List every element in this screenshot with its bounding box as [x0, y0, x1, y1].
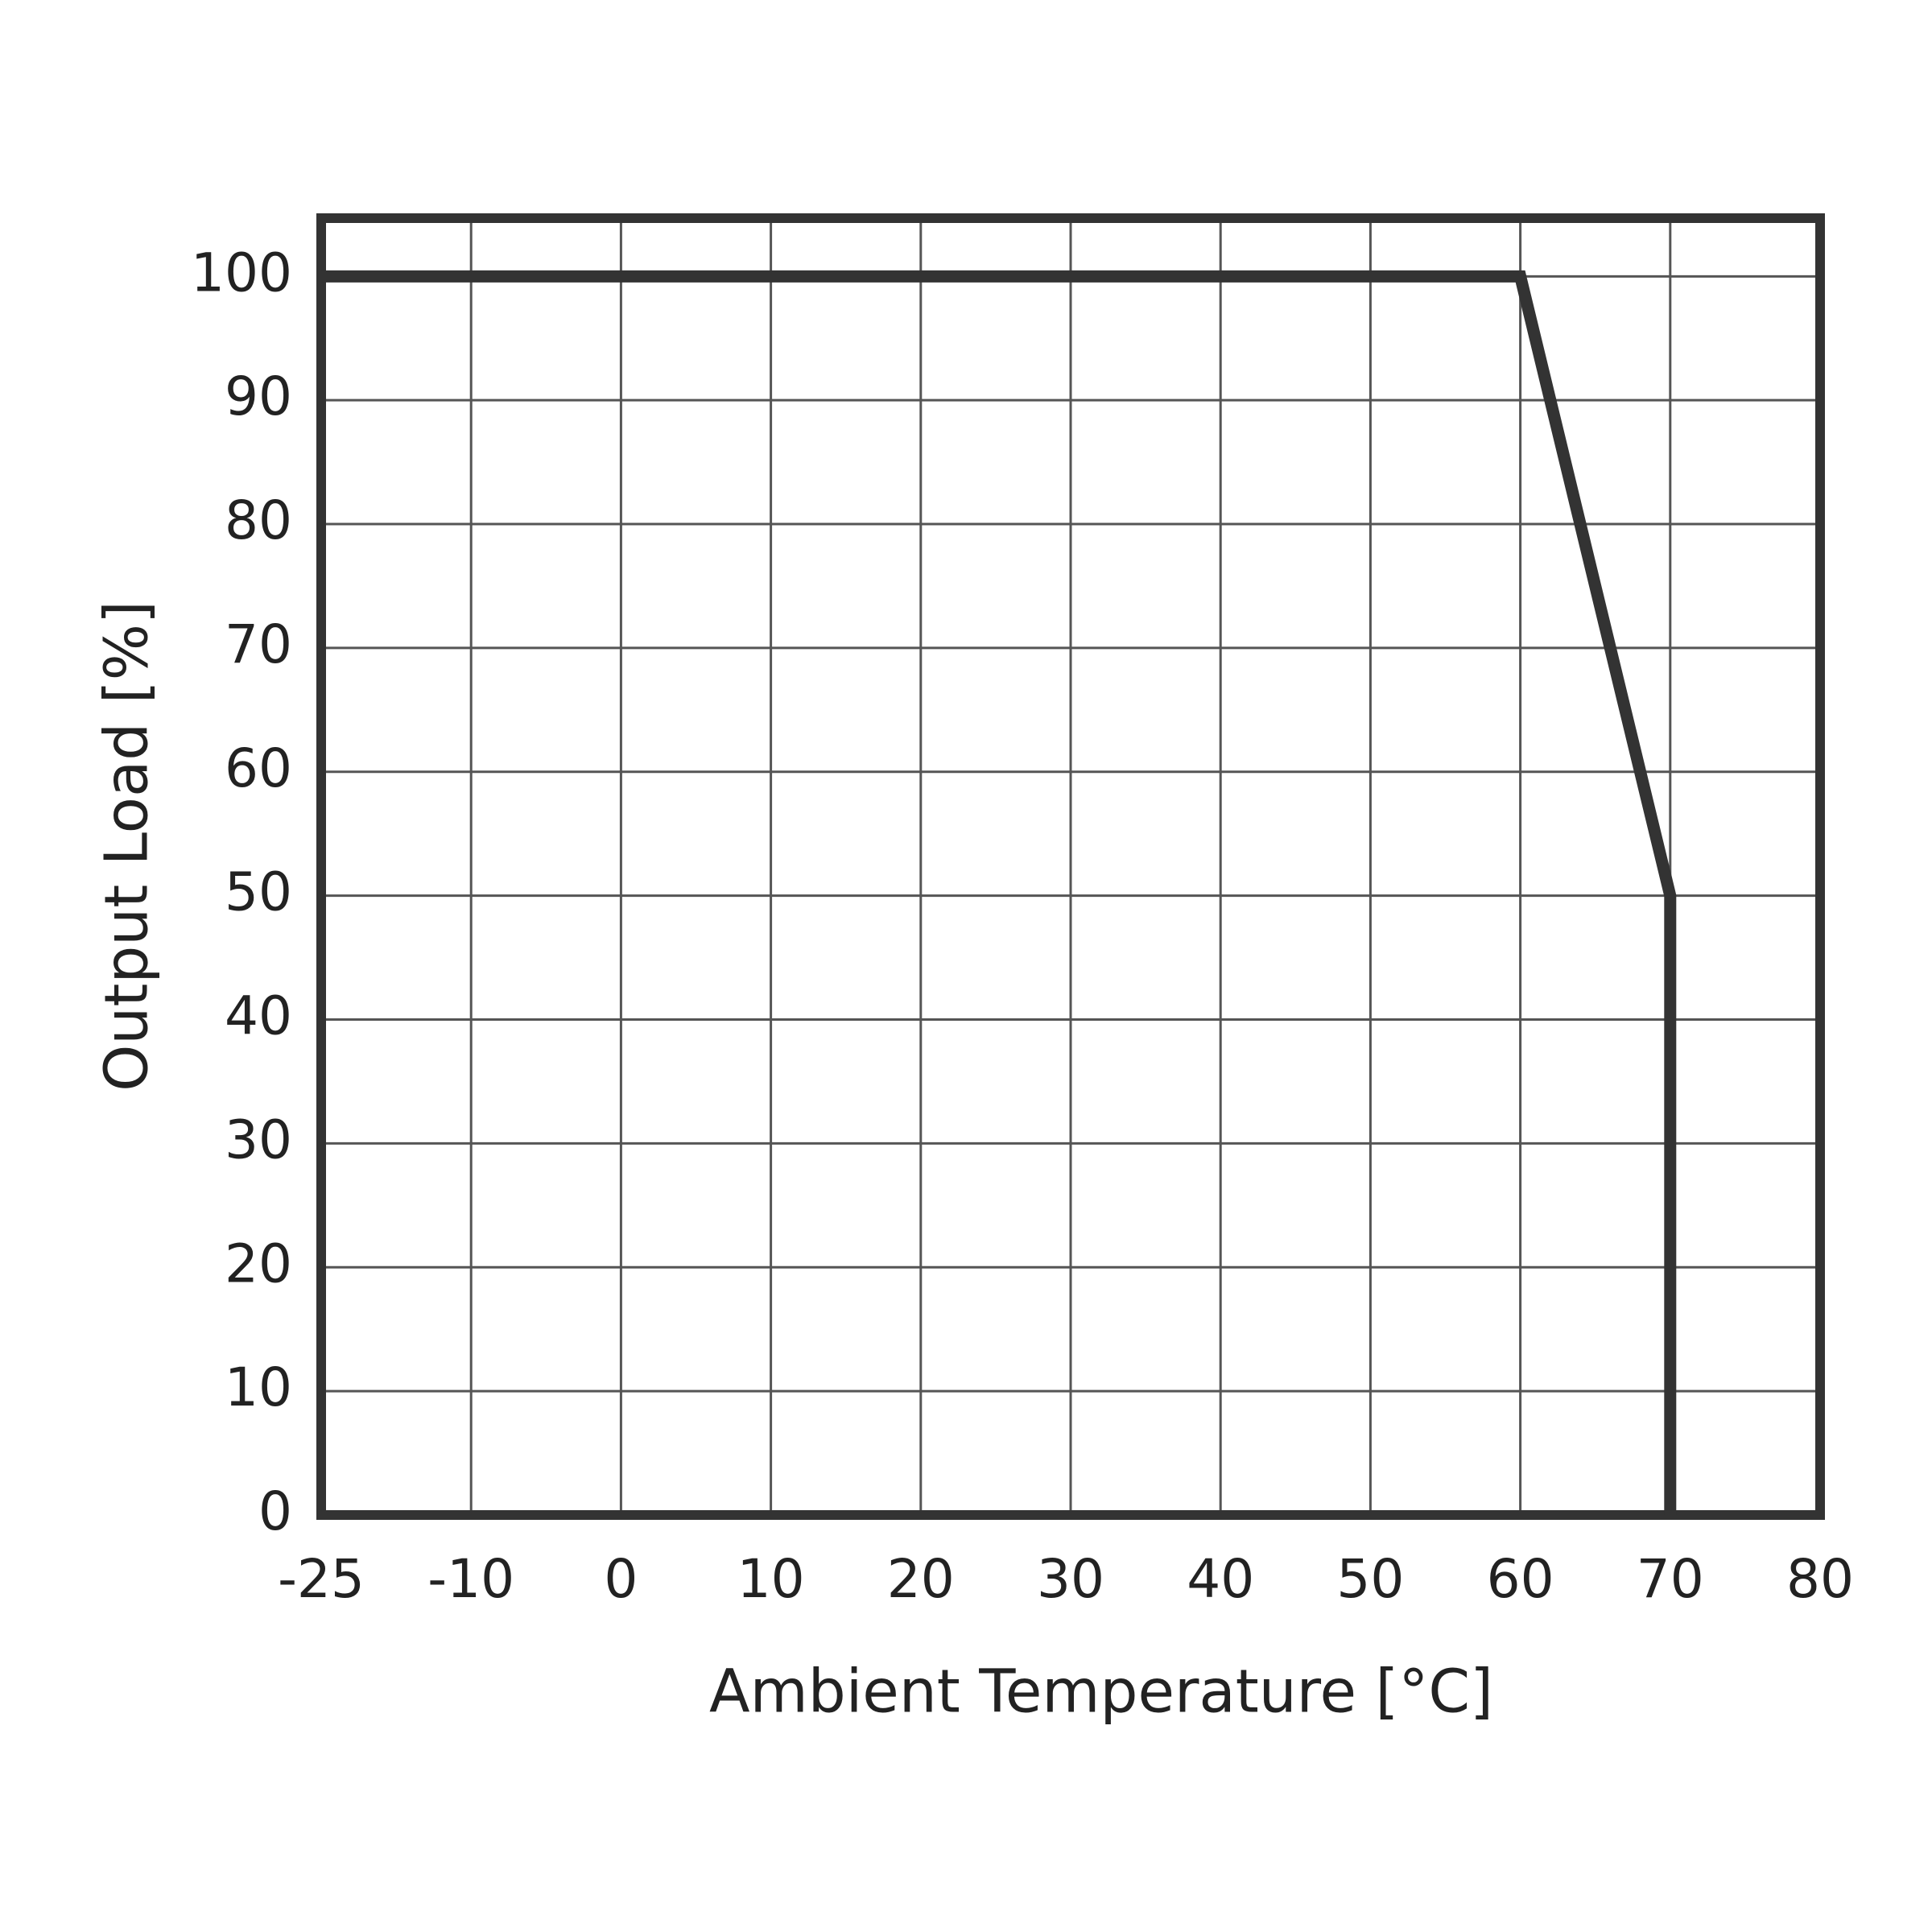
y-tick-label: 10 — [225, 1356, 292, 1418]
x-tick-label: -10 — [427, 1548, 514, 1610]
x-tick-label: 70 — [1637, 1548, 1704, 1610]
y-tick-label: 60 — [225, 737, 292, 799]
data-line — [321, 270, 1677, 1515]
y-tick-label: 0 — [258, 1480, 292, 1542]
y-tick-label: 20 — [225, 1232, 292, 1294]
x-tick-label: 30 — [1037, 1548, 1104, 1610]
x-tick-label: 80 — [1786, 1548, 1854, 1610]
y-tick-label: 100 — [191, 242, 292, 303]
x-tick-label: 50 — [1336, 1548, 1404, 1610]
y-tick-label: 50 — [225, 861, 292, 923]
x-tick-label: 10 — [737, 1548, 805, 1610]
x-tick-label: 60 — [1487, 1548, 1554, 1610]
x-axis-title: Ambient Temperature [°C] — [709, 1657, 1493, 1727]
x-tick-label: 0 — [604, 1548, 638, 1610]
x-tick-label: -25 — [278, 1548, 365, 1610]
y-tick-label: 70 — [225, 613, 292, 675]
plot-frame — [316, 213, 1825, 1520]
y-tick-label: 40 — [225, 985, 292, 1047]
x-tick-label: 40 — [1187, 1548, 1254, 1610]
x-tick-label: 20 — [887, 1548, 955, 1610]
y-tick-label: 90 — [225, 365, 292, 427]
y-axis-title: Output Load [%] — [93, 601, 162, 1092]
y-tick-label: 80 — [225, 489, 292, 551]
y-tick-label: 30 — [225, 1108, 292, 1170]
